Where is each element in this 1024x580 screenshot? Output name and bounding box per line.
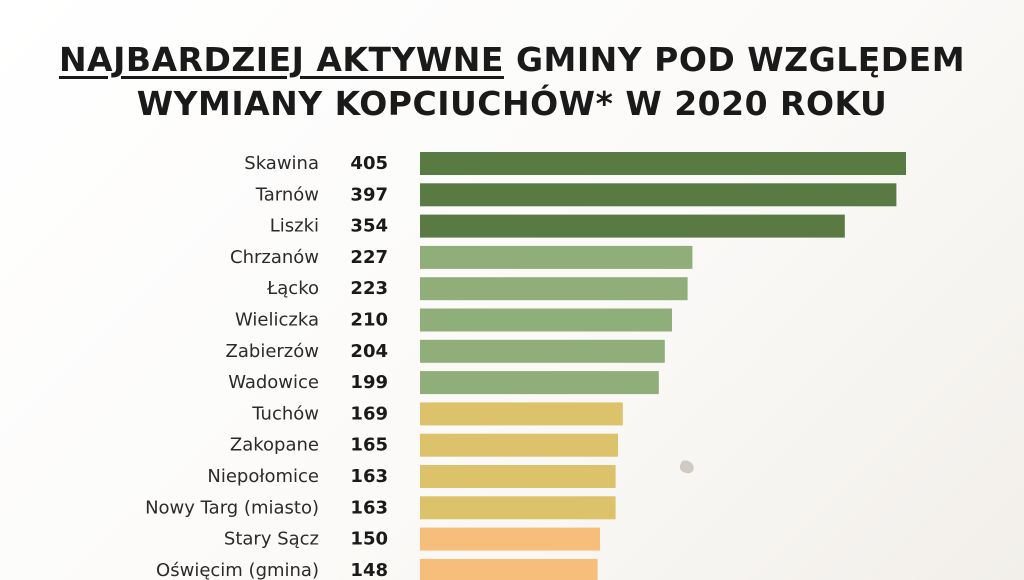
- chart-title-highlight: NAJBARDZIEJ AKTYWNE: [58, 40, 504, 79]
- category-label: Tuchów: [251, 403, 319, 424]
- value-label: 169: [350, 403, 388, 424]
- value-label: 148: [350, 560, 388, 580]
- value-label: 199: [350, 372, 388, 393]
- bar: [420, 558, 598, 580]
- chart-title-line-2: WYMIANY KOPCIUCHÓW* W 2020 ROKU: [136, 84, 888, 123]
- bar: [420, 277, 688, 301]
- category-label: Zabierzów: [226, 341, 319, 362]
- bar: [420, 402, 623, 426]
- category-label: Łącko: [266, 278, 319, 299]
- category-label: Wieliczka: [235, 310, 319, 331]
- value-label: 397: [350, 184, 388, 205]
- category-label: Oświęcim (gmina): [156, 560, 319, 580]
- value-label: 204: [350, 341, 388, 362]
- bar: [420, 152, 906, 175]
- category-label: Niepołomice: [207, 466, 319, 487]
- value-label: 210: [350, 310, 388, 331]
- bar: [420, 245, 693, 269]
- bar: [420, 371, 659, 395]
- value-label: 165: [350, 435, 388, 456]
- value-label: 354: [350, 216, 388, 237]
- bar: [420, 183, 897, 207]
- chart-title-line-1: NAJBARDZIEJ AKTYWNE GMINY POD WZGLĘDEM: [0, 38, 1024, 82]
- value-label: 163: [350, 497, 388, 518]
- value-label: 227: [350, 247, 388, 268]
- category-label: Tarnów: [255, 184, 319, 205]
- bar: [420, 339, 665, 363]
- category-label: Skawina: [244, 153, 319, 174]
- bar: [420, 496, 616, 520]
- bar: [420, 527, 600, 551]
- value-label: 405: [350, 153, 388, 174]
- bar: [420, 214, 845, 238]
- value-label: 150: [350, 529, 388, 550]
- category-label: Stary Sącz: [224, 529, 319, 550]
- category-label: Liszki: [270, 216, 319, 237]
- value-label: 163: [350, 466, 388, 487]
- value-label: 223: [350, 278, 388, 299]
- bar: [420, 465, 616, 488]
- category-label: Nowy Targ (miasto): [145, 497, 319, 518]
- category-label: Zakopane: [230, 435, 319, 456]
- chart-title-rest: GMINY POD WZGLĘDEM: [503, 40, 966, 79]
- bar: [420, 433, 618, 457]
- category-label: Chrzanów: [230, 247, 319, 268]
- bar: [420, 308, 672, 332]
- category-label: Wadowice: [228, 372, 319, 393]
